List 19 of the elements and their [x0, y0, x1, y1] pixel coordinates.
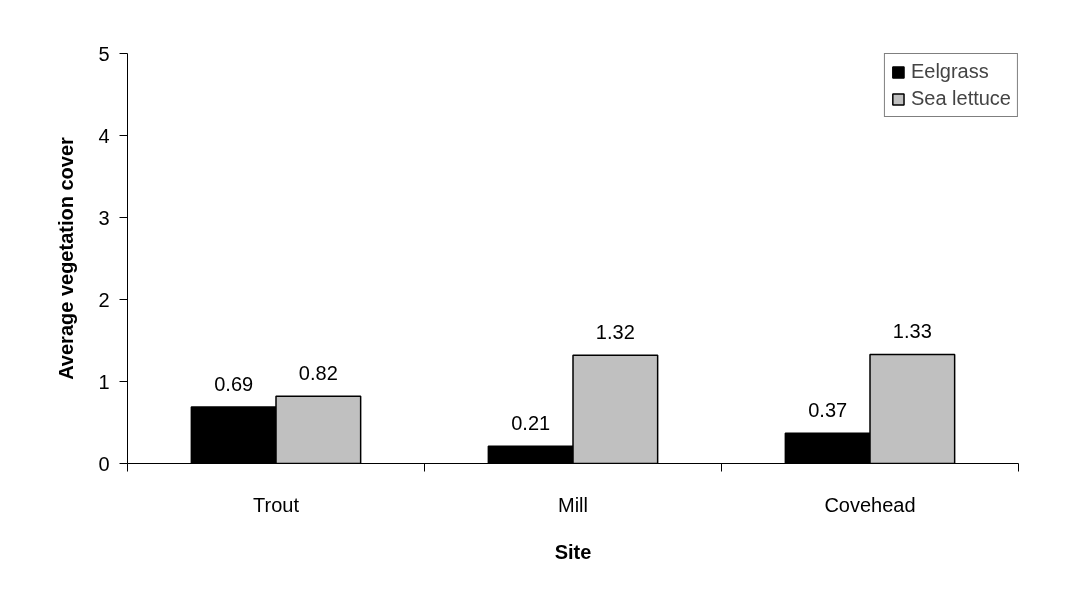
- data-label: 0.69: [214, 372, 254, 395]
- y-tick-label: 3: [98, 206, 110, 229]
- legend-label: Eelgrass: [910, 60, 989, 83]
- y-tick-label: 4: [98, 124, 110, 147]
- y-tick-label: 2: [98, 288, 110, 311]
- x-tick-label: Covehead: [824, 493, 916, 516]
- data-label: 0.37: [808, 399, 848, 422]
- data-label: 1.33: [892, 320, 932, 343]
- data-label: 0.82: [298, 362, 338, 385]
- y-tick-label: 5: [98, 42, 110, 65]
- data-label: 0.21: [511, 412, 551, 435]
- y-tick-label: 1: [98, 370, 110, 393]
- x-axis-title: Site: [554, 540, 592, 563]
- y-tick-label: 0: [98, 452, 110, 475]
- x-tick-label: Mill: [558, 493, 588, 516]
- data-label: 1.32: [595, 321, 635, 344]
- x-tick-label: Trout: [253, 493, 300, 516]
- legend-label: Sea lettuce: [910, 87, 1011, 110]
- y-axis-title: Average vegetation cover: [55, 136, 78, 380]
